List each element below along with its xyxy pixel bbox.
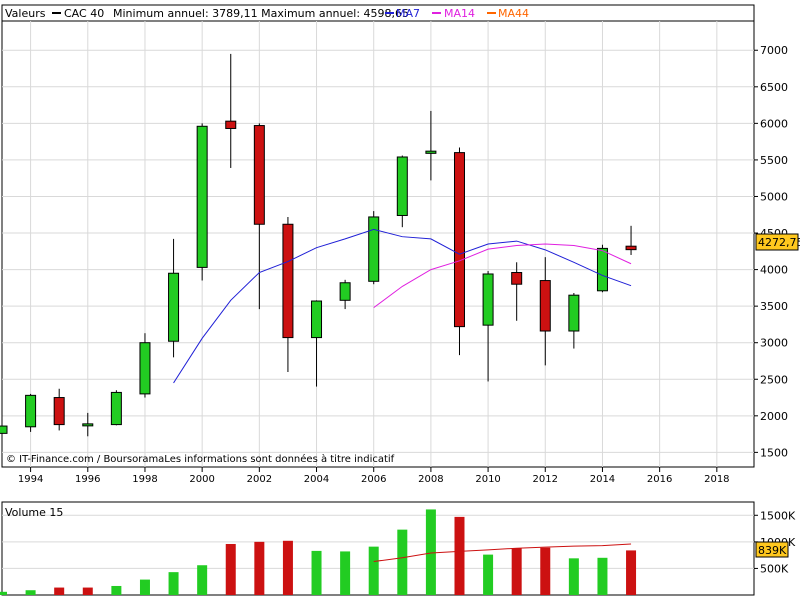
candle-body xyxy=(511,272,523,285)
volume-bar xyxy=(368,546,379,595)
candle-body xyxy=(482,273,494,326)
volume-bar xyxy=(282,540,293,595)
candle-body xyxy=(625,245,637,251)
candle-body xyxy=(568,294,580,332)
volume-bar xyxy=(0,591,7,595)
candle-body xyxy=(110,391,122,426)
last-price-badge xyxy=(755,233,799,251)
last-volume-label: 839K xyxy=(758,544,787,557)
price-y-tick-label: 3500 xyxy=(760,300,788,313)
x-tick-label: 2006 xyxy=(361,474,386,485)
x-tick-label: 1994 xyxy=(18,474,43,485)
volume-bar xyxy=(425,509,436,595)
x-axis: 1994 1996 1998 2000 2002 2004 2006 2008 2010 2012… xyxy=(18,467,730,485)
volume-bar xyxy=(311,550,322,595)
volume-bar xyxy=(483,554,494,595)
volume-bar xyxy=(597,557,608,595)
volume-bar xyxy=(568,558,579,595)
volume-bar xyxy=(454,516,465,595)
volume-bar xyxy=(340,551,351,595)
candle-body xyxy=(453,152,465,328)
volume-bar xyxy=(168,572,179,595)
candle-body xyxy=(196,125,208,268)
price-y-tick-label: 6000 xyxy=(760,117,788,130)
last-price-label: 4272,75 xyxy=(758,236,800,249)
volume-panel-label: Volume 15 xyxy=(5,506,63,519)
candle-body xyxy=(396,156,408,216)
candle-body xyxy=(53,397,65,426)
candle-body xyxy=(168,272,180,342)
volume-bar xyxy=(82,587,93,595)
x-tick-label: 2016 xyxy=(647,474,672,485)
credit-text: © IT-Finance.com / BoursoramaLes informa… xyxy=(6,453,395,465)
volume-bar xyxy=(511,548,522,595)
ma-line-ma7 xyxy=(173,228,632,384)
price-y-tick-label: 6500 xyxy=(760,81,788,94)
candle-body xyxy=(596,247,608,292)
candle-body xyxy=(0,425,8,434)
price-y-tick-label: 3000 xyxy=(760,337,788,350)
price-y-tick-label: 2000 xyxy=(760,410,788,423)
price-marks xyxy=(0,53,637,447)
legend-ma7: MA7 xyxy=(396,7,420,20)
candle-body xyxy=(253,125,265,225)
candle-body xyxy=(82,423,94,427)
volume-bar xyxy=(254,541,265,595)
legend-ma14: MA14 xyxy=(444,7,475,20)
x-tick-label: 2012 xyxy=(533,474,558,485)
candle-body xyxy=(368,216,380,282)
volume-bar xyxy=(54,587,65,595)
price-y-tick-label: 4000 xyxy=(760,264,788,277)
price-y-tick-label: 2500 xyxy=(760,373,788,386)
price-y-tick-label: 5500 xyxy=(760,154,788,167)
volume-bar xyxy=(626,550,637,595)
candle-body xyxy=(282,223,294,339)
candle-body xyxy=(339,282,351,301)
x-tick-label: 1998 xyxy=(132,474,157,485)
volume-marks xyxy=(0,509,637,595)
candle-body xyxy=(311,300,323,339)
last-volume-badge xyxy=(755,541,789,558)
candle-body xyxy=(139,342,151,395)
x-tick-label: 2014 xyxy=(590,474,615,485)
price-y-tick-label: 1500 xyxy=(760,446,788,459)
candle-body xyxy=(225,120,237,129)
legend-ma44: MA44 xyxy=(498,7,529,20)
x-tick-label: 2018 xyxy=(704,474,729,485)
volume-bar xyxy=(139,579,150,595)
candle-body xyxy=(25,394,37,428)
volume-bar xyxy=(397,529,408,595)
x-tick-label: 2000 xyxy=(189,474,214,485)
volume-bar xyxy=(197,565,208,595)
price-y-tick-label: 7000 xyxy=(760,44,788,57)
candle-body xyxy=(425,150,437,154)
x-tick-label: 2008 xyxy=(418,474,443,485)
volume-y-tick-label: 1500K xyxy=(760,509,796,522)
candle-body xyxy=(539,280,551,332)
volume-average-line xyxy=(373,543,632,563)
x-tick-label: 1996 xyxy=(75,474,100,485)
x-tick-label: 2002 xyxy=(247,474,272,485)
price-y-tick-label: 5000 xyxy=(760,190,788,203)
legend-instrument: CAC 40 xyxy=(64,7,104,20)
x-tick-label: 2004 xyxy=(304,474,329,485)
x-tick-label: 2010 xyxy=(475,474,500,485)
annual-stats: Minimum annuel: 3789,11 Maximum annuel: … xyxy=(113,7,409,20)
panel-label-valeurs: Valeurs xyxy=(5,7,46,20)
price-y-axis: 1500200025003000350040004500500055006000… xyxy=(754,44,788,459)
volume-bar xyxy=(540,547,551,595)
volume-y-tick-label: 500K xyxy=(760,562,789,575)
volume-bar xyxy=(25,590,36,595)
ma-line-ma14 xyxy=(373,243,632,309)
volume-bar xyxy=(111,585,122,595)
volume-bar xyxy=(225,543,236,595)
